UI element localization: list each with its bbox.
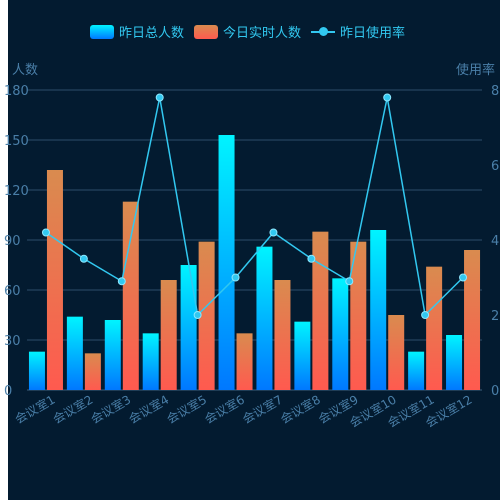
- bar-today-realtime[interactable]: [160, 280, 177, 390]
- left-axis-tick-label: 30: [4, 334, 21, 349]
- usage-rate-point[interactable]: [79, 254, 88, 263]
- legend-item-today-realtime[interactable]: 今日实时人数: [194, 22, 301, 41]
- usage-rate-point[interactable]: [383, 93, 392, 102]
- right-axis-tick-label: 2: [491, 309, 499, 324]
- legend-swatch-today-realtime: [194, 24, 219, 39]
- legend-label-today-realtime: 今日实时人数: [223, 26, 302, 41]
- bar-yesterday-total[interactable]: [332, 278, 349, 390]
- legend-swatch-yesterday-total: [90, 24, 114, 39]
- bar-yesterday-total[interactable]: [104, 320, 121, 390]
- legend-swatch-usage-rate: [311, 25, 336, 39]
- right-axis-tick-label: 8: [491, 84, 499, 99]
- left-axis-tick-label: 0: [4, 384, 12, 399]
- usage-rate-point[interactable]: [41, 228, 50, 237]
- bar-yesterday-total[interactable]: [142, 333, 159, 390]
- bar-today-realtime[interactable]: [388, 315, 405, 390]
- bar-yesterday-total[interactable]: [294, 321, 311, 390]
- bar-today-realtime[interactable]: [274, 280, 291, 390]
- bar-yesterday-total[interactable]: [180, 265, 197, 390]
- usage-rate-point[interactable]: [193, 311, 202, 319]
- legend-item-usage-rate[interactable]: 昨日使用率: [311, 22, 405, 41]
- bar-today-realtime[interactable]: [312, 231, 329, 390]
- left-axis-name: 人数: [12, 63, 39, 78]
- bar-today-realtime[interactable]: [46, 170, 63, 390]
- x-axis-tick-label: 会议室7: [240, 392, 285, 427]
- bar-today-realtime[interactable]: [426, 266, 443, 390]
- left-axis-tick-label: 90: [4, 234, 21, 249]
- x-axis-tick-label: 会议室3: [88, 392, 133, 427]
- usage-rate-line: [45, 97, 464, 317]
- legend-label-yesterday-total: 昨日总人数: [119, 26, 185, 41]
- right-axis-tick-label: 6: [491, 159, 499, 174]
- chart-legend: 昨日总人数 今日实时人数 昨日使用率: [90, 22, 405, 41]
- bar-yesterday-total[interactable]: [370, 230, 387, 390]
- usage-rate-point[interactable]: [117, 277, 126, 286]
- x-axis-tick-label: 会议室2: [50, 392, 95, 427]
- legend-label-usage-rate: 昨日使用率: [340, 26, 406, 41]
- usage-rate-point[interactable]: [307, 254, 316, 263]
- legend-item-yesterday-total[interactable]: 昨日总人数: [90, 22, 184, 41]
- bar-yesterday-total[interactable]: [66, 316, 83, 390]
- bar-today-realtime[interactable]: [198, 241, 215, 390]
- bar-today-realtime[interactable]: [350, 241, 367, 390]
- usage-rate-point[interactable]: [345, 277, 354, 286]
- usage-rate-point[interactable]: [269, 228, 278, 237]
- right-axis-tick-label: 4: [491, 234, 499, 249]
- bar-today-realtime[interactable]: [236, 333, 253, 390]
- usage-rate-point[interactable]: [459, 273, 468, 282]
- right-axis-tick-label: 0: [491, 384, 499, 399]
- left-axis-tick-label: 180: [4, 84, 29, 99]
- x-axis-tick-label: 会议室6: [202, 392, 247, 427]
- bar-yesterday-total[interactable]: [256, 246, 273, 390]
- x-axis-tick-label: 会议室5: [164, 392, 209, 427]
- left-axis-tick-label: 150: [4, 134, 29, 149]
- bar-today-realtime[interactable]: [84, 353, 101, 390]
- usage-rate-point[interactable]: [421, 311, 430, 319]
- usage-rate-point[interactable]: [155, 93, 164, 102]
- bar-yesterday-total[interactable]: [408, 351, 425, 390]
- x-axis-tick-label: 会议室4: [126, 392, 171, 427]
- bar-yesterday-total[interactable]: [28, 351, 45, 390]
- x-axis-tick-label: 会议室1: [12, 392, 57, 427]
- bar-yesterday-total[interactable]: [218, 135, 235, 390]
- bar-yesterday-total[interactable]: [446, 335, 463, 390]
- bar-today-realtime[interactable]: [464, 250, 481, 390]
- usage-rate-point[interactable]: [231, 273, 240, 282]
- left-axis-tick-label: 60: [4, 284, 21, 299]
- x-axis-tick-label: 会议室8: [278, 392, 323, 427]
- right-axis-name: 使用率: [456, 63, 496, 78]
- left-axis-tick-label: 120: [4, 184, 29, 199]
- chart-panel: [8, 0, 500, 500]
- bar-today-realtime[interactable]: [122, 201, 139, 390]
